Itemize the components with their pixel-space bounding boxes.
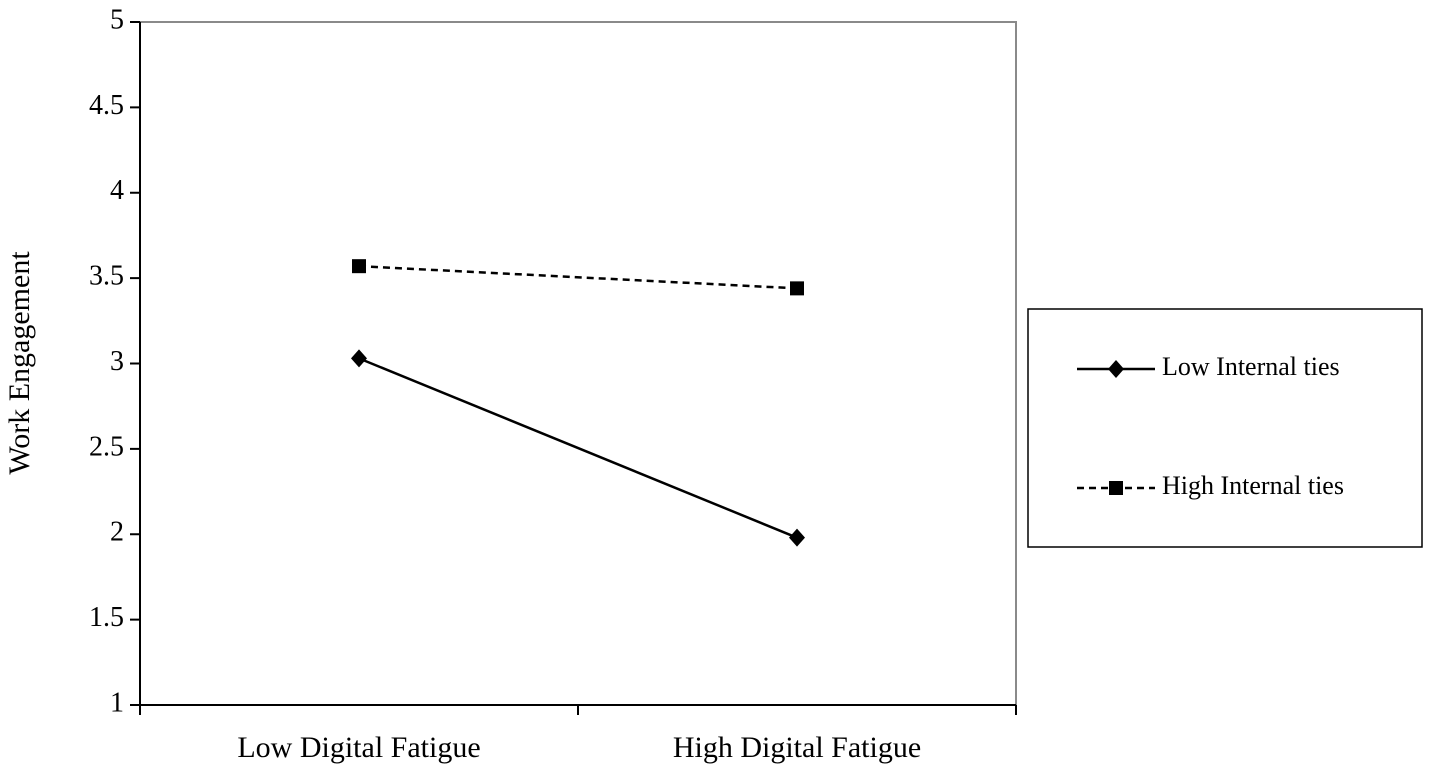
x-tick-label: Low Digital Fatigue bbox=[237, 731, 480, 764]
data-point bbox=[789, 528, 805, 547]
data-point bbox=[790, 281, 804, 296]
data-point bbox=[352, 259, 366, 274]
legend-box bbox=[1027, 308, 1423, 548]
y-tick-label: 2.5 bbox=[89, 431, 124, 462]
y-tick-label: 4.5 bbox=[89, 90, 124, 121]
legend-label: High Internal ties bbox=[1162, 471, 1344, 500]
y-tick-label: 1.5 bbox=[89, 602, 124, 633]
y-tick-label: 1 bbox=[110, 687, 124, 718]
legend-marker bbox=[1109, 481, 1123, 495]
series-line bbox=[358, 264, 798, 290]
x-tick-label: High Digital Fatigue bbox=[673, 731, 921, 764]
legend-marker bbox=[1108, 360, 1124, 378]
data-point bbox=[351, 349, 367, 368]
y-tick-label: 3.5 bbox=[89, 261, 124, 292]
y-tick-label: 2 bbox=[110, 517, 124, 548]
y-tick-label: 3 bbox=[110, 346, 124, 377]
y-axis-label: Work Engagement bbox=[3, 251, 36, 475]
series-line bbox=[358, 357, 798, 539]
legend-label: Low Internal ties bbox=[1162, 352, 1340, 381]
y-tick-label: 4 bbox=[110, 175, 124, 206]
y-tick-label: 5 bbox=[110, 4, 124, 35]
plot-frame bbox=[139, 21, 1017, 706]
